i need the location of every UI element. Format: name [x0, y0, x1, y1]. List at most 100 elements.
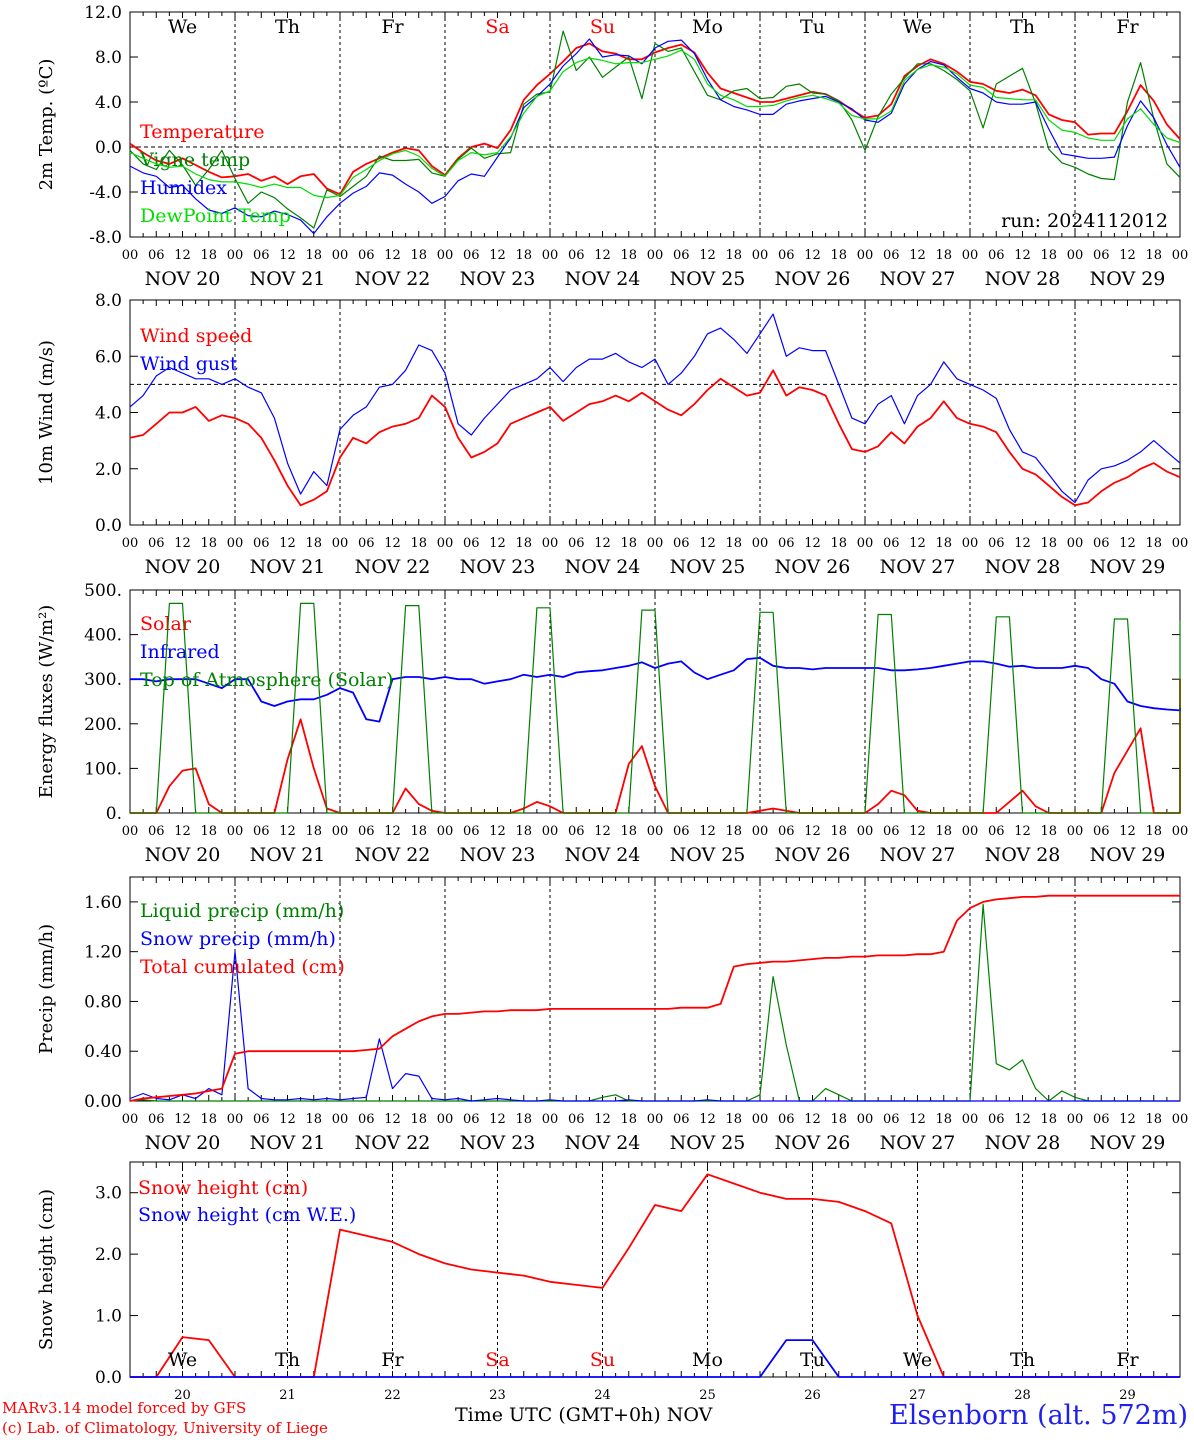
- hour-tick-label: 00: [332, 1112, 349, 1127]
- hour-tick-label: 06: [568, 536, 585, 551]
- day-number-label: 26: [804, 1388, 821, 1403]
- weekday-label: Th: [1010, 16, 1035, 38]
- hour-tick-label: 00: [752, 248, 769, 263]
- hour-tick-label: 06: [253, 536, 270, 551]
- hour-tick-label: 12: [489, 1112, 506, 1127]
- weekday-label: Sa: [485, 1349, 509, 1371]
- hour-tick-label: 00: [1067, 536, 1084, 551]
- hour-tick-label: 12: [174, 1112, 191, 1127]
- date-label: NOV 25: [670, 556, 746, 578]
- hour-tick-label: 06: [778, 248, 795, 263]
- hour-tick-label: 00: [962, 824, 979, 839]
- series-line-wind-0: [129, 369, 1181, 507]
- date-label: NOV 20: [145, 1132, 221, 1154]
- y-axis-label: Energy fluxes (W/m²): [36, 605, 57, 799]
- date-label: NOV 27: [880, 844, 956, 866]
- legend-entry: Snow height (cm W.E.): [138, 1204, 356, 1226]
- hour-tick-label: 06: [883, 248, 900, 263]
- hour-tick-label: 18: [305, 1112, 322, 1127]
- hour-tick-label: 12: [1014, 824, 1031, 839]
- weekday-label: Th: [1010, 1349, 1035, 1371]
- hour-tick-label: 00: [1172, 536, 1189, 551]
- lab-credit: (c) Lab. of Climatology, University of L…: [2, 1419, 328, 1437]
- series-line-temperature-3: [129, 49, 1181, 199]
- y-axis-label: 2m Temp. (ºC): [36, 59, 57, 191]
- hour-tick-label: 06: [253, 1112, 270, 1127]
- hour-tick-label: 00: [542, 824, 559, 839]
- hour-tick-label: 06: [358, 536, 375, 551]
- hour-tick-label: 06: [1093, 248, 1110, 263]
- hour-tick-label: 00: [227, 1112, 244, 1127]
- y-tick-label: 200.: [84, 715, 122, 735]
- date-label: NOV 21: [250, 844, 326, 866]
- hour-tick-label: 06: [1093, 536, 1110, 551]
- hour-tick-label: 00: [437, 1112, 454, 1127]
- hour-tick-label: 00: [752, 1112, 769, 1127]
- legend-entry: Infrared: [140, 641, 220, 663]
- hour-tick-label: 18: [1145, 536, 1162, 551]
- hour-tick-label: 06: [463, 1112, 480, 1127]
- hour-tick-label: 06: [673, 824, 690, 839]
- y-tick-label: 1.20: [84, 943, 122, 963]
- hour-tick-label: 00: [647, 1112, 664, 1127]
- hour-tick-label: 00: [962, 1112, 979, 1127]
- hour-tick-label: 00: [752, 824, 769, 839]
- hour-tick-label: 12: [909, 248, 926, 263]
- date-label: NOV 22: [355, 268, 431, 290]
- y-tick-label: 0.0: [95, 138, 122, 158]
- hour-tick-label: 06: [883, 1112, 900, 1127]
- day-number-label: 28: [1014, 1388, 1031, 1403]
- date-label: NOV 27: [880, 556, 956, 578]
- hour-tick-label: 12: [909, 824, 926, 839]
- y-tick-label: 0.40: [84, 1042, 122, 1062]
- hour-tick-label: 18: [725, 1112, 742, 1127]
- hour-tick-label: 00: [1067, 248, 1084, 263]
- hour-tick-label: 00: [122, 824, 139, 839]
- hour-tick-label: 06: [358, 1112, 375, 1127]
- weekday-label: We: [168, 1349, 197, 1371]
- date-label: NOV 26: [775, 1132, 851, 1154]
- hour-tick-label: 18: [830, 536, 847, 551]
- date-label: NOV 26: [775, 844, 851, 866]
- hour-tick-label: 18: [515, 536, 532, 551]
- y-tick-label: 300.: [84, 670, 122, 690]
- date-label: NOV 28: [985, 268, 1061, 290]
- hour-tick-label: 06: [463, 536, 480, 551]
- hour-tick-label: 18: [200, 1112, 217, 1127]
- hour-tick-label: 18: [935, 536, 952, 551]
- hour-tick-label: 12: [489, 248, 506, 263]
- hour-tick-label: 06: [253, 824, 270, 839]
- hour-tick-label: 00: [542, 536, 559, 551]
- weekday-label: We: [903, 1349, 932, 1371]
- legend-entry: Top of Atmosphere (Solar): [140, 669, 393, 691]
- hour-tick-label: 18: [515, 824, 532, 839]
- hour-tick-label: 18: [1145, 824, 1162, 839]
- weekday-label: We: [168, 16, 197, 38]
- hour-tick-label: 06: [778, 536, 795, 551]
- hour-tick-label: 12: [1119, 824, 1136, 839]
- date-label: NOV 25: [670, 268, 746, 290]
- date-label: NOV 24: [565, 556, 641, 578]
- hour-tick-label: 00: [227, 248, 244, 263]
- plot-frame: [129, 299, 1181, 526]
- hour-tick-label: 12: [594, 824, 611, 839]
- legend-entry: Temperature: [140, 121, 264, 143]
- date-label: NOV 20: [145, 268, 221, 290]
- y-axis-label: 10m Wind (m/s): [36, 340, 57, 485]
- weekday-label: Mo: [692, 1349, 723, 1371]
- hour-tick-label: 06: [148, 248, 165, 263]
- hour-tick-label: 12: [384, 248, 401, 263]
- hour-tick-label: 06: [988, 248, 1005, 263]
- hour-tick-label: 12: [699, 824, 716, 839]
- series-line-temperature-2: [129, 38, 1181, 235]
- date-label: NOV 23: [460, 268, 536, 290]
- date-label: NOV 23: [460, 1132, 536, 1154]
- hour-tick-label: 18: [305, 248, 322, 263]
- hour-tick-label: 12: [699, 248, 716, 263]
- hour-tick-label: 00: [857, 1112, 874, 1127]
- hour-tick-label: 06: [988, 824, 1005, 839]
- hour-tick-label: 12: [594, 1112, 611, 1127]
- y-tick-label: 12.0: [84, 3, 122, 23]
- hour-tick-label: 18: [200, 824, 217, 839]
- date-label: NOV 29: [1090, 556, 1166, 578]
